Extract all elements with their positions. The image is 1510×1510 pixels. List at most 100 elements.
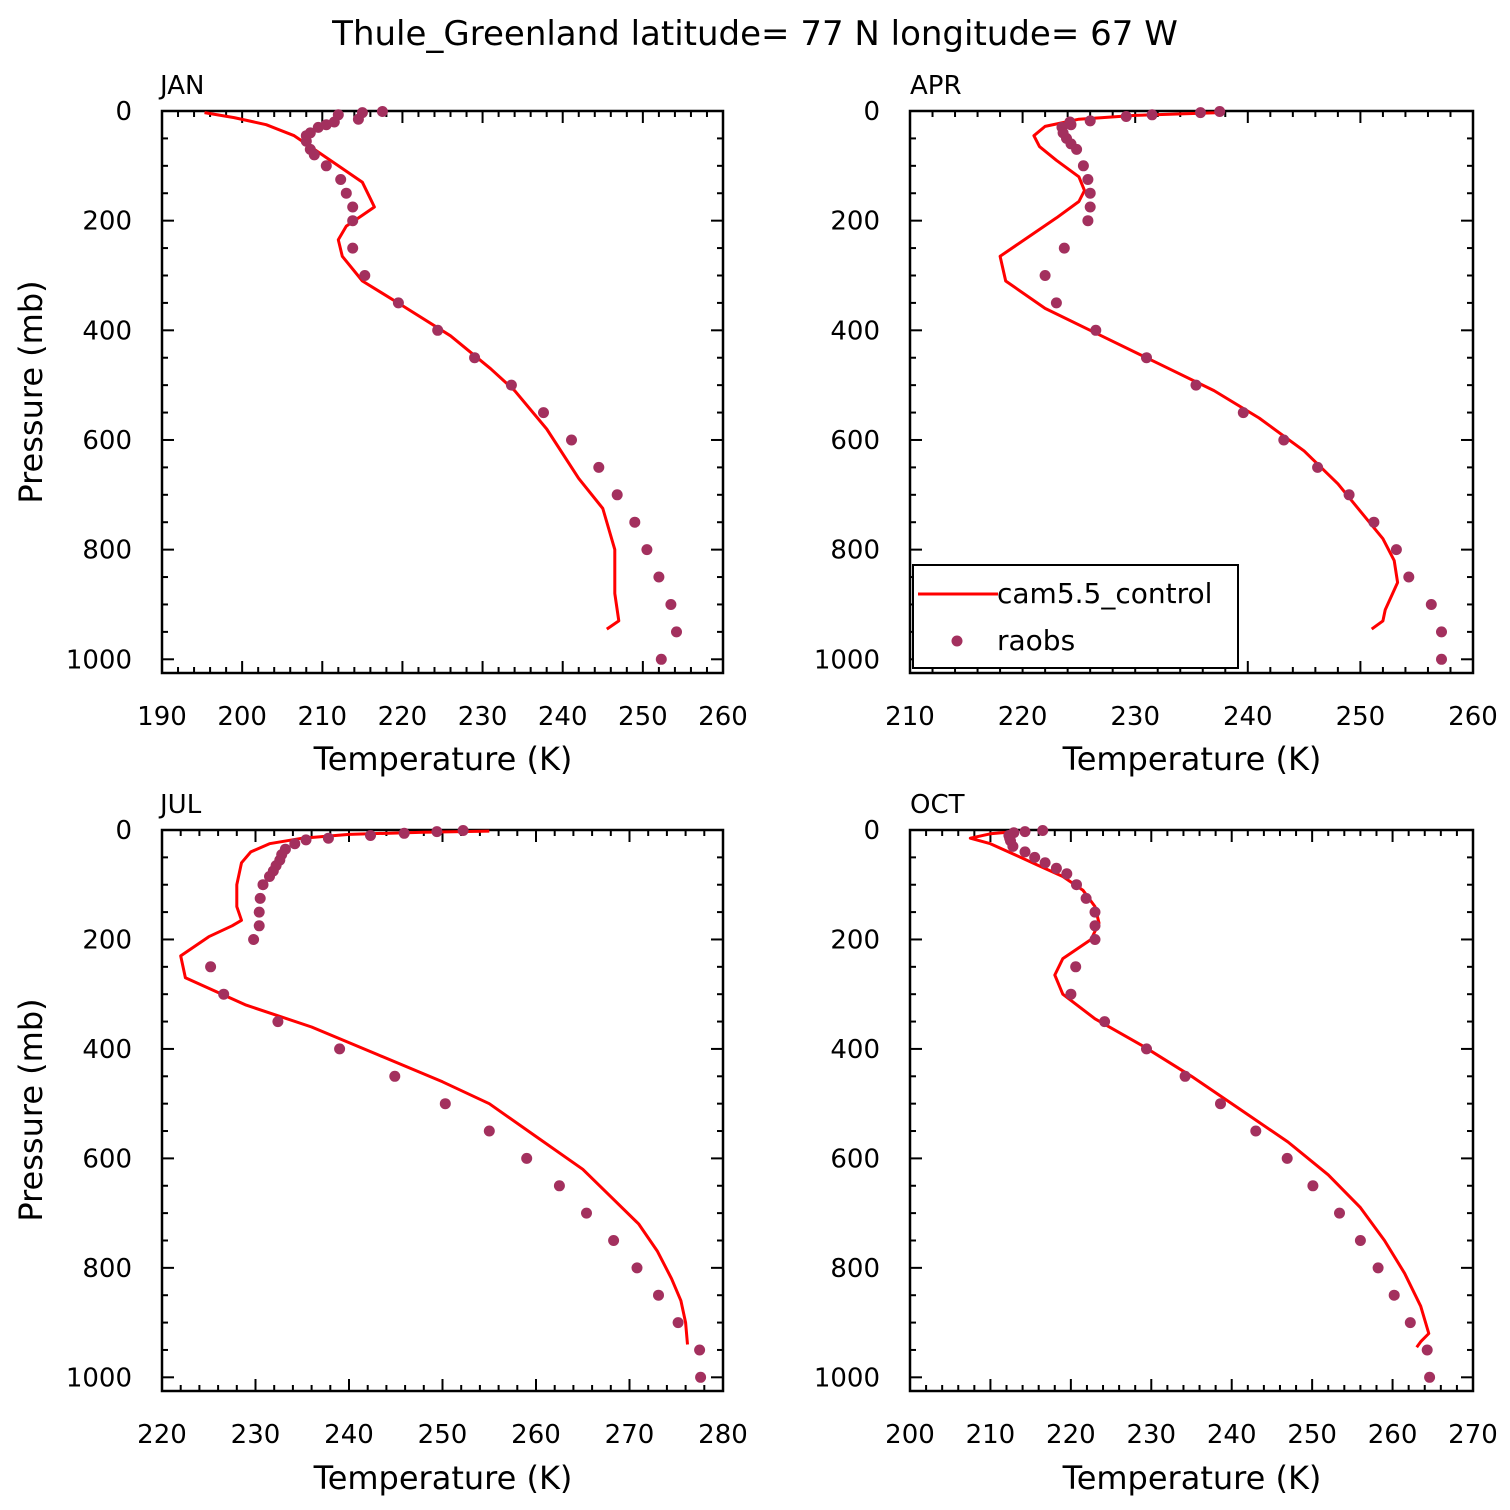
jul-y-tick-label: 0 — [115, 816, 132, 846]
jan-panel-label: JAN — [158, 71, 204, 101]
jul-y-tick-label: 1000 — [66, 1363, 132, 1393]
oct-obs-point — [1089, 920, 1101, 932]
legend-obs-swatch — [951, 635, 963, 647]
oct-obs-point — [1071, 879, 1082, 891]
oct-obs-point — [1039, 857, 1051, 869]
jan-obs-point — [432, 324, 444, 336]
oct-x-tick-label: 260 — [1368, 1420, 1418, 1450]
jul-x-tick-label: 270 — [605, 1420, 655, 1450]
oct-obs-point — [1215, 1098, 1226, 1110]
jan-x-tick-label: 210 — [297, 702, 347, 732]
oct-x-tick-label: 270 — [1448, 1420, 1498, 1450]
oct-x-tick-label: 220 — [1046, 1420, 1096, 1450]
oct-panel-label: OCT — [910, 790, 965, 820]
jul-obs-point — [218, 988, 230, 1000]
apr-obs-point — [1146, 109, 1158, 121]
jul-obs-point — [322, 832, 334, 844]
apr-obs-point — [1065, 119, 1077, 131]
apr-y-tick-label: 200 — [830, 207, 880, 237]
jul-y-tick-label: 600 — [82, 1144, 132, 1174]
apr-x-tick-label: 240 — [1223, 702, 1273, 732]
apr-plot-area: 210 220 230 240 250 260 0 200 400 600 800 1000 — [814, 97, 1498, 732]
jul-obs-point — [431, 826, 443, 838]
jan-obs-point — [376, 106, 388, 117]
oct-y-tick-label: 600 — [830, 1144, 880, 1174]
apr-obs-point — [1425, 599, 1437, 610]
oct-x-axis-label: Temperature (K) — [1062, 1459, 1322, 1497]
jul-y-tick-label: 400 — [82, 1035, 132, 1065]
jul-obs-point — [248, 934, 260, 945]
oct-y-tick-label: 800 — [830, 1254, 880, 1284]
jan-model-line — [204, 111, 621, 631]
apr-obs-point — [1120, 111, 1132, 122]
oct-obs-point — [1424, 1371, 1436, 1383]
jan-obs-point — [347, 242, 359, 254]
apr-obs-point — [1141, 352, 1152, 364]
oct-obs-point — [1141, 1043, 1152, 1055]
jan-y-tick-label: 800 — [82, 536, 132, 566]
apr-obs-point — [1084, 201, 1096, 213]
apr-y-tick-label: 0 — [863, 97, 880, 127]
apr-panel-label: APR — [910, 71, 962, 101]
oct-axes-frame — [908, 828, 1475, 1393]
apr-obs-point — [1050, 297, 1062, 309]
oct-obs-point — [1061, 868, 1073, 880]
jul-obs-point — [553, 1180, 565, 1192]
jan-obs-point — [347, 215, 359, 227]
jul-x-tick-label: 260 — [511, 1420, 561, 1450]
jul-obs-point — [521, 1152, 533, 1164]
apr-obs-point — [1343, 489, 1355, 501]
legend: cam5.5_control raobs — [912, 564, 1239, 669]
apr-obs-point — [1368, 516, 1380, 528]
oct-obs-point — [1404, 1317, 1416, 1329]
oct-obs-point — [1372, 1262, 1384, 1274]
jan-y-tick-label: 200 — [82, 207, 132, 237]
jul-obs-point — [254, 892, 266, 904]
apr-x-tick-label: 250 — [1336, 702, 1386, 732]
apr-x-tick-label: 260 — [1448, 702, 1498, 732]
oct-y-tick-label: 400 — [830, 1035, 880, 1065]
oct-x-tick-label: 250 — [1287, 1420, 1337, 1450]
oct-obs-point — [1281, 1152, 1293, 1164]
jan-obs-point — [593, 461, 605, 473]
jan-obs-point — [566, 434, 577, 446]
jan-y-tick-label: 600 — [82, 426, 132, 456]
apr-y-tick-label: 800 — [830, 536, 880, 566]
jan-x-tick-label: 230 — [458, 702, 508, 732]
jul-obs-point — [205, 961, 217, 973]
jan-obs-point — [320, 160, 332, 172]
jul-obs-point — [334, 1043, 346, 1055]
jan-obs-point — [347, 201, 359, 213]
oct-obs-point — [1334, 1207, 1345, 1219]
apr-obs-point — [1278, 434, 1290, 446]
apr-y-tick-label: 1000 — [814, 645, 880, 675]
jul-obs-point — [457, 825, 469, 836]
apr-obs-point — [1436, 653, 1447, 665]
jul-axes-frame — [160, 828, 725, 1393]
oct-y-tick-label: 1000 — [814, 1363, 880, 1393]
jan-obs-point — [340, 187, 352, 199]
oct-obs-point — [1179, 1070, 1191, 1082]
oct-obs-point — [1388, 1289, 1400, 1301]
oct-plot-area: 200 210 220 230 240 250 260 270 0 200 400 600 800 100… — [814, 816, 1498, 1450]
oct-obs-point — [1354, 1235, 1366, 1246]
apr-obs-point — [1082, 174, 1094, 185]
jan-y-axis-label: Pressure (mb) — [12, 280, 50, 503]
jul-obs-point — [439, 1098, 451, 1110]
jul-obs-point — [608, 1235, 620, 1246]
jan-obs-point — [312, 121, 324, 133]
jan-y-tick-label: 0 — [115, 97, 132, 127]
jan-x-tick-label: 220 — [378, 702, 428, 732]
jan-obs-point — [300, 135, 312, 147]
apr-obs-point — [1084, 187, 1096, 199]
apr-y-tick-label: 600 — [830, 426, 880, 456]
jul-plot-area: 220 230 240 250 260 270 280 0 200 400 600 800 1000 — [66, 816, 748, 1450]
oct-obs-point — [1065, 988, 1077, 1000]
oct-x-tick-label: 230 — [1126, 1420, 1176, 1450]
oct-obs-point — [1080, 892, 1092, 904]
jul-obs-point — [631, 1262, 643, 1274]
jul-obs-point — [300, 834, 312, 846]
jan-plot-area: 190 200 210 220 230 240 250 260 0 200 400 600 800 100… — [66, 97, 748, 732]
jul-obs-point — [365, 830, 376, 841]
